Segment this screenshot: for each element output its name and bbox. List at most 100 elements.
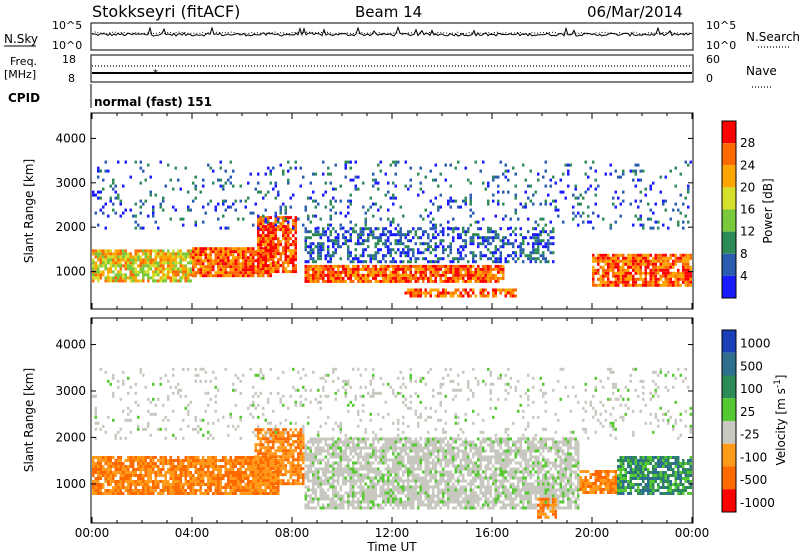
heatmap-cell <box>269 243 272 247</box>
heatmap-cell <box>127 483 130 486</box>
heatmap-cell <box>457 205 460 209</box>
heatmap-cell <box>212 471 215 474</box>
heatmap-cell <box>102 465 105 468</box>
heatmap-cell <box>332 473 335 477</box>
heatmap-cell <box>257 492 260 495</box>
heatmap-cell <box>537 257 540 261</box>
heatmap-cell <box>244 483 247 486</box>
heatmap-cell <box>392 506 395 510</box>
heatmap-cell <box>292 449 295 453</box>
heatmap-cell <box>262 222 265 226</box>
heatmap-cell <box>387 485 390 489</box>
heatmap-cell <box>177 483 180 486</box>
heatmap-cell <box>349 236 352 240</box>
heatmap-cell <box>514 239 517 243</box>
heatmap-cell <box>142 486 145 489</box>
heatmap-cell <box>319 267 322 271</box>
heatmap-cell <box>562 190 565 194</box>
heatmap-cell <box>184 471 187 474</box>
heatmap-cell <box>537 239 540 243</box>
heatmap-cell <box>484 187 487 191</box>
heatmap-cell <box>574 187 577 191</box>
heatmap-cell <box>402 270 405 274</box>
heatmap-cell <box>364 223 367 227</box>
heatmap-cell <box>207 480 210 483</box>
heatmap-cell <box>172 249 175 253</box>
heatmap-cell <box>419 251 422 255</box>
heatmap-cell <box>637 283 640 287</box>
heatmap-cell <box>97 468 100 471</box>
heatmap-cell <box>417 279 420 283</box>
heatmap-cell <box>262 470 265 474</box>
heatmap-cell <box>329 230 332 234</box>
heatmap-cell <box>514 227 517 231</box>
heatmap-cell <box>664 271 667 275</box>
heatmap-cell <box>267 258 270 262</box>
heatmap-cell <box>212 169 215 173</box>
heatmap-cell <box>349 470 352 474</box>
heatmap-cell <box>344 264 347 268</box>
heatmap-cell <box>317 248 320 252</box>
heatmap-cell <box>444 267 447 271</box>
heatmap-cell <box>439 264 442 268</box>
heatmap-cell <box>284 267 287 271</box>
heatmap-cell <box>282 252 285 256</box>
heatmap-cell <box>157 252 160 256</box>
heatmap-cell <box>409 288 412 292</box>
heatmap-cell <box>472 251 475 255</box>
heatmap-cell <box>514 193 517 197</box>
heatmap-cell <box>162 462 165 465</box>
heatmap-cell <box>177 267 180 271</box>
heatmap-cell <box>269 258 272 262</box>
heatmap-cell <box>544 199 547 203</box>
heatmap-cell <box>342 236 345 240</box>
heatmap-cell <box>347 470 350 474</box>
heatmap-cell <box>217 492 220 495</box>
heatmap-cell <box>377 467 380 471</box>
heatmap-cell <box>327 449 330 453</box>
heatmap-cell <box>614 271 617 275</box>
heatmap-cell <box>259 458 262 462</box>
heatmap-cell <box>394 473 397 477</box>
heatmap-cell <box>402 273 405 277</box>
heatmap-cell <box>187 249 190 253</box>
heatmap-cell <box>554 199 557 203</box>
heatmap-cell <box>164 258 167 262</box>
heatmap-cell <box>349 273 352 277</box>
heatmap-cell <box>97 465 100 468</box>
heatmap-cell <box>304 245 307 249</box>
heatmap-cell <box>99 264 102 268</box>
heatmap-cell <box>154 486 157 489</box>
heatmap-cell <box>254 489 257 492</box>
heatmap-cell <box>269 169 272 173</box>
heatmap-cell <box>319 497 322 501</box>
heatmap-cell <box>442 227 445 231</box>
heatmap-cell <box>397 233 400 237</box>
heatmap-cell <box>337 267 340 271</box>
heatmap-cell <box>609 223 612 227</box>
heatmap-cell <box>277 237 280 241</box>
heatmap-cell <box>217 471 220 474</box>
heatmap-cell <box>164 459 167 462</box>
heatmap-cell <box>122 184 125 188</box>
heatmap-cell <box>379 470 382 474</box>
heatmap-cell <box>337 233 340 237</box>
heatmap-cell <box>319 461 322 465</box>
heatmap-cell <box>282 216 285 220</box>
heatmap-cell <box>629 169 632 173</box>
heatmap-cell <box>257 237 260 241</box>
heatmap-cell <box>367 279 370 283</box>
heatmap-cell <box>444 270 447 274</box>
heatmap-cell <box>314 470 317 474</box>
heatmap-cell <box>124 252 127 256</box>
heatmap-cell <box>147 492 150 495</box>
heatmap-cell <box>277 258 280 262</box>
heatmap-cell <box>242 217 245 221</box>
heatmap-cell <box>394 503 397 507</box>
heatmap-cell <box>142 261 145 265</box>
heatmap-cell <box>267 190 270 194</box>
heatmap-cell <box>254 477 257 480</box>
heatmap-cell <box>497 264 500 268</box>
heatmap-cell <box>327 479 330 483</box>
heatmap-cell <box>274 434 277 438</box>
